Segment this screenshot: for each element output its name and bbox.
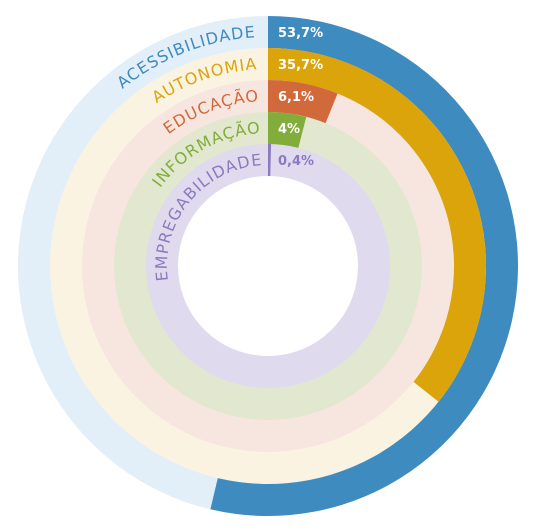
bar-autonomia (268, 48, 486, 402)
center-hole (178, 176, 358, 356)
value-label-autonomia: 35,7% (278, 58, 323, 73)
bar-empregabilidade (268, 144, 272, 177)
value-label-educacao: 6,1% (278, 90, 314, 105)
value-label-informacao: 4% (278, 122, 300, 137)
ring-tracks (18, 16, 518, 516)
ring-bars (210, 16, 518, 516)
value-labels: 53,7% 35,7% 6,1% 4% 0,4% (278, 26, 323, 169)
bar-educacao (268, 80, 338, 124)
bar-informacao (268, 112, 307, 148)
value-label-empregabilidade: 0,4% (278, 154, 314, 169)
value-label-acessibilidade: 53,7% (278, 26, 323, 41)
